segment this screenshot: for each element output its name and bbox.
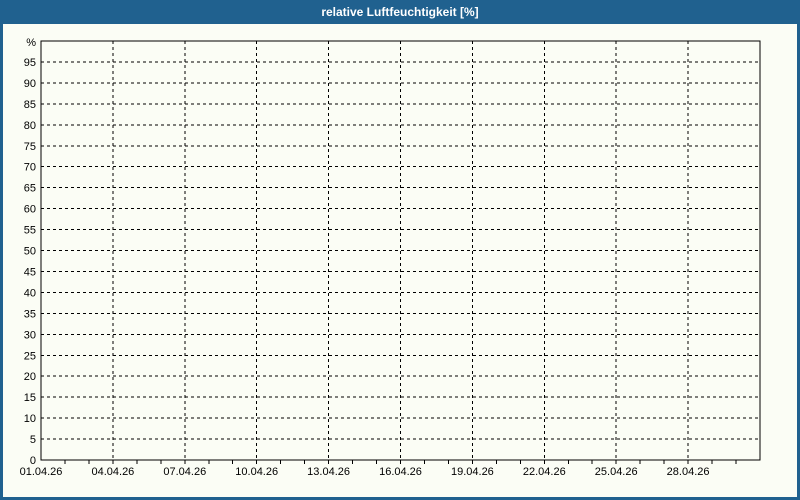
x-tick-label: 16.04.26 [379,466,422,478]
y-tick-label: 75 [24,141,36,153]
x-tick-label: 22.04.26 [523,466,566,478]
x-tick-label: 10.04.26 [235,466,278,478]
y-axis-unit-label: % [26,37,36,49]
y-tick-label: 95 [24,57,36,69]
x-tick-label: 13.04.26 [307,466,350,478]
x-tick-label: 28.04.26 [667,466,710,478]
y-tick-label: 55 [24,225,36,237]
frame-border-right [797,0,800,500]
x-tick-label: 04.04.26 [91,466,134,478]
y-tick-label: 80 [24,120,36,132]
y-tick-label: 5 [30,434,36,446]
y-tick-label: 40 [24,287,36,299]
y-tick-label: 85 [24,99,36,111]
y-tick-label: 0 [30,455,36,467]
y-tick-label: 10 [24,413,36,425]
y-tick-label: 30 [24,329,36,341]
x-tick-label: 07.04.26 [163,466,206,478]
y-tick-label: 90 [24,78,36,90]
frame-border-bottom [0,497,800,500]
y-tick-label: 50 [24,246,36,258]
frame-border-left [0,0,3,500]
y-tick-label: 25 [24,350,36,362]
chart-title: relative Luftfeuchtigkeit [%] [321,5,479,19]
y-tick-label: 65 [24,183,36,195]
y-tick-label: 15 [24,392,36,404]
chart-title-bar: relative Luftfeuchtigkeit [%] [0,0,800,24]
x-tick-label: 19.04.26 [451,466,494,478]
x-tick-label: 25.04.26 [595,466,638,478]
y-tick-label: 70 [24,162,36,174]
y-tick-label: 60 [24,204,36,216]
x-tick-label: 01.04.26 [20,466,63,478]
y-tick-label: 45 [24,266,36,278]
plot-border [40,40,761,461]
y-tick-label: 20 [24,371,36,383]
y-tick-label: 35 [24,308,36,320]
